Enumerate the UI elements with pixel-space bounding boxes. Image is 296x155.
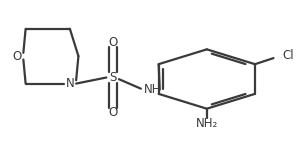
Text: S: S [109,71,116,84]
Text: O: O [108,106,117,119]
Text: Cl: Cl [282,49,294,62]
Text: N: N [65,77,74,90]
Text: O: O [108,36,117,49]
Text: O: O [12,50,22,63]
Text: NH₂: NH₂ [196,117,218,130]
Text: NH: NH [144,83,162,96]
